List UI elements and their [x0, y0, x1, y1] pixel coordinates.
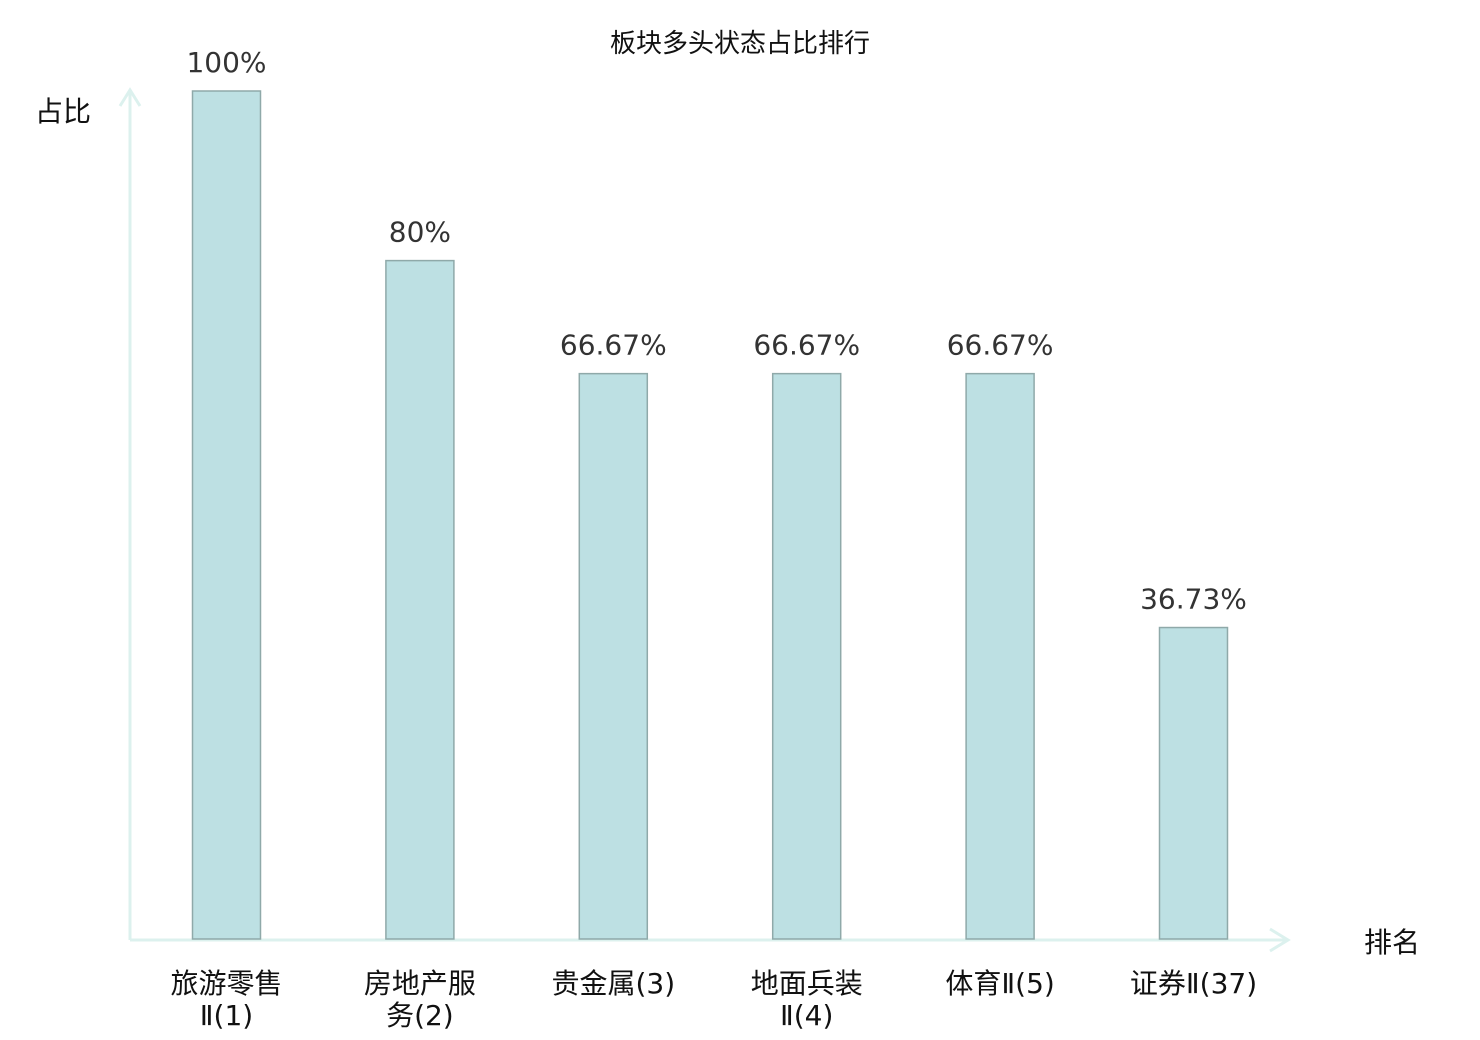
- x-axis-label: 排名: [1364, 926, 1420, 959]
- data-label: 66.67%: [947, 329, 1054, 362]
- category-label: 旅游零售 Ⅱ(1): [170, 967, 282, 1032]
- data-label: 100%: [186, 46, 266, 79]
- data-label: 36.73%: [1140, 583, 1247, 616]
- data-label: 66.67%: [560, 329, 667, 362]
- chart-title: 板块多头状态占比排行: [610, 29, 870, 59]
- data-label: 80%: [389, 216, 451, 249]
- y-axis-label: 占比: [35, 95, 91, 128]
- y-axis-arrow-icon: [118, 87, 142, 107]
- bar: [1158, 626, 1229, 940]
- category-label: 贵金属(3): [551, 967, 675, 1000]
- category-label: 地面兵装 Ⅱ(4): [751, 967, 863, 1032]
- bar: [578, 372, 649, 940]
- category-label: 证券Ⅱ(37): [1130, 967, 1257, 1000]
- bar: [965, 372, 1035, 940]
- x-axis-arrow-icon: [1269, 927, 1291, 953]
- bar: [385, 259, 455, 940]
- bars: 100% 旅游零售 Ⅱ(1) 80% 房地产服务(2) 66.67% 贵金属(3) 66.67…: [170, 46, 1257, 1032]
- bar: [191, 90, 262, 940]
- data-label: 66.67%: [753, 329, 860, 362]
- category-label: 房地产服务(2): [364, 967, 476, 1032]
- bar: [771, 372, 842, 940]
- category-label: 体育Ⅱ(5): [945, 967, 1054, 1000]
- axes: [118, 87, 1291, 953]
